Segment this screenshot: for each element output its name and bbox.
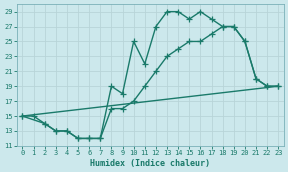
X-axis label: Humidex (Indice chaleur): Humidex (Indice chaleur) xyxy=(90,159,210,168)
